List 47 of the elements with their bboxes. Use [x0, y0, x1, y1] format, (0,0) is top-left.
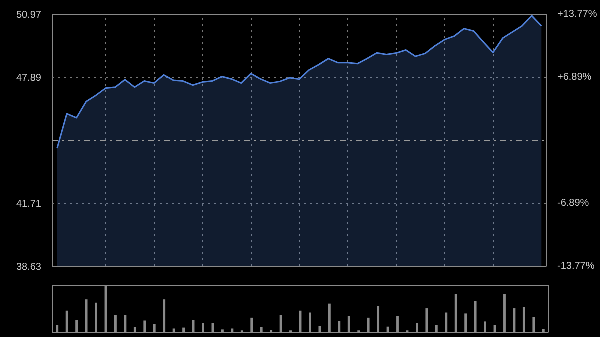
bar [250, 318, 254, 332]
bar [172, 328, 176, 332]
bar [114, 315, 117, 332]
bar [260, 327, 263, 332]
bar [445, 312, 448, 332]
bar [280, 315, 282, 332]
bar [454, 294, 458, 332]
bar [464, 314, 468, 332]
bar [202, 323, 204, 332]
bar [474, 301, 477, 332]
bar [377, 306, 380, 332]
bar [522, 307, 526, 332]
y2-tick-label: -13.77% [558, 261, 595, 272]
bar [95, 302, 98, 332]
bar [56, 325, 59, 332]
bar [484, 322, 486, 332]
bar [318, 326, 322, 332]
y-tick-label: 47.89 [16, 72, 42, 84]
bar [328, 304, 331, 332]
bar [309, 312, 312, 332]
bar [85, 300, 88, 332]
y-tick-label: 50.97 [16, 10, 42, 21]
y2-tick-label: +13.77% [558, 9, 598, 20]
bar [124, 315, 127, 332]
y2-tick-label: +6.89% [558, 72, 592, 83]
bar [134, 327, 136, 332]
bar [163, 300, 166, 332]
bar [144, 320, 146, 332]
bar [221, 330, 224, 332]
y2-tick-label: -6.89% [558, 198, 590, 210]
bar [435, 325, 438, 332]
bar [416, 323, 418, 332]
bar [426, 308, 428, 332]
bar [338, 321, 341, 332]
bar [513, 308, 516, 332]
bar [504, 294, 506, 332]
bar [542, 329, 545, 332]
bar [153, 324, 156, 332]
bar [532, 317, 536, 332]
bar [367, 318, 370, 332]
bar [396, 316, 399, 332]
y-tick-label: 41.71 [16, 199, 42, 210]
bar [231, 328, 234, 332]
bar [66, 310, 68, 332]
y-tick-label: 38.63 [16, 262, 42, 273]
bar [76, 320, 78, 332]
bar [348, 316, 350, 332]
